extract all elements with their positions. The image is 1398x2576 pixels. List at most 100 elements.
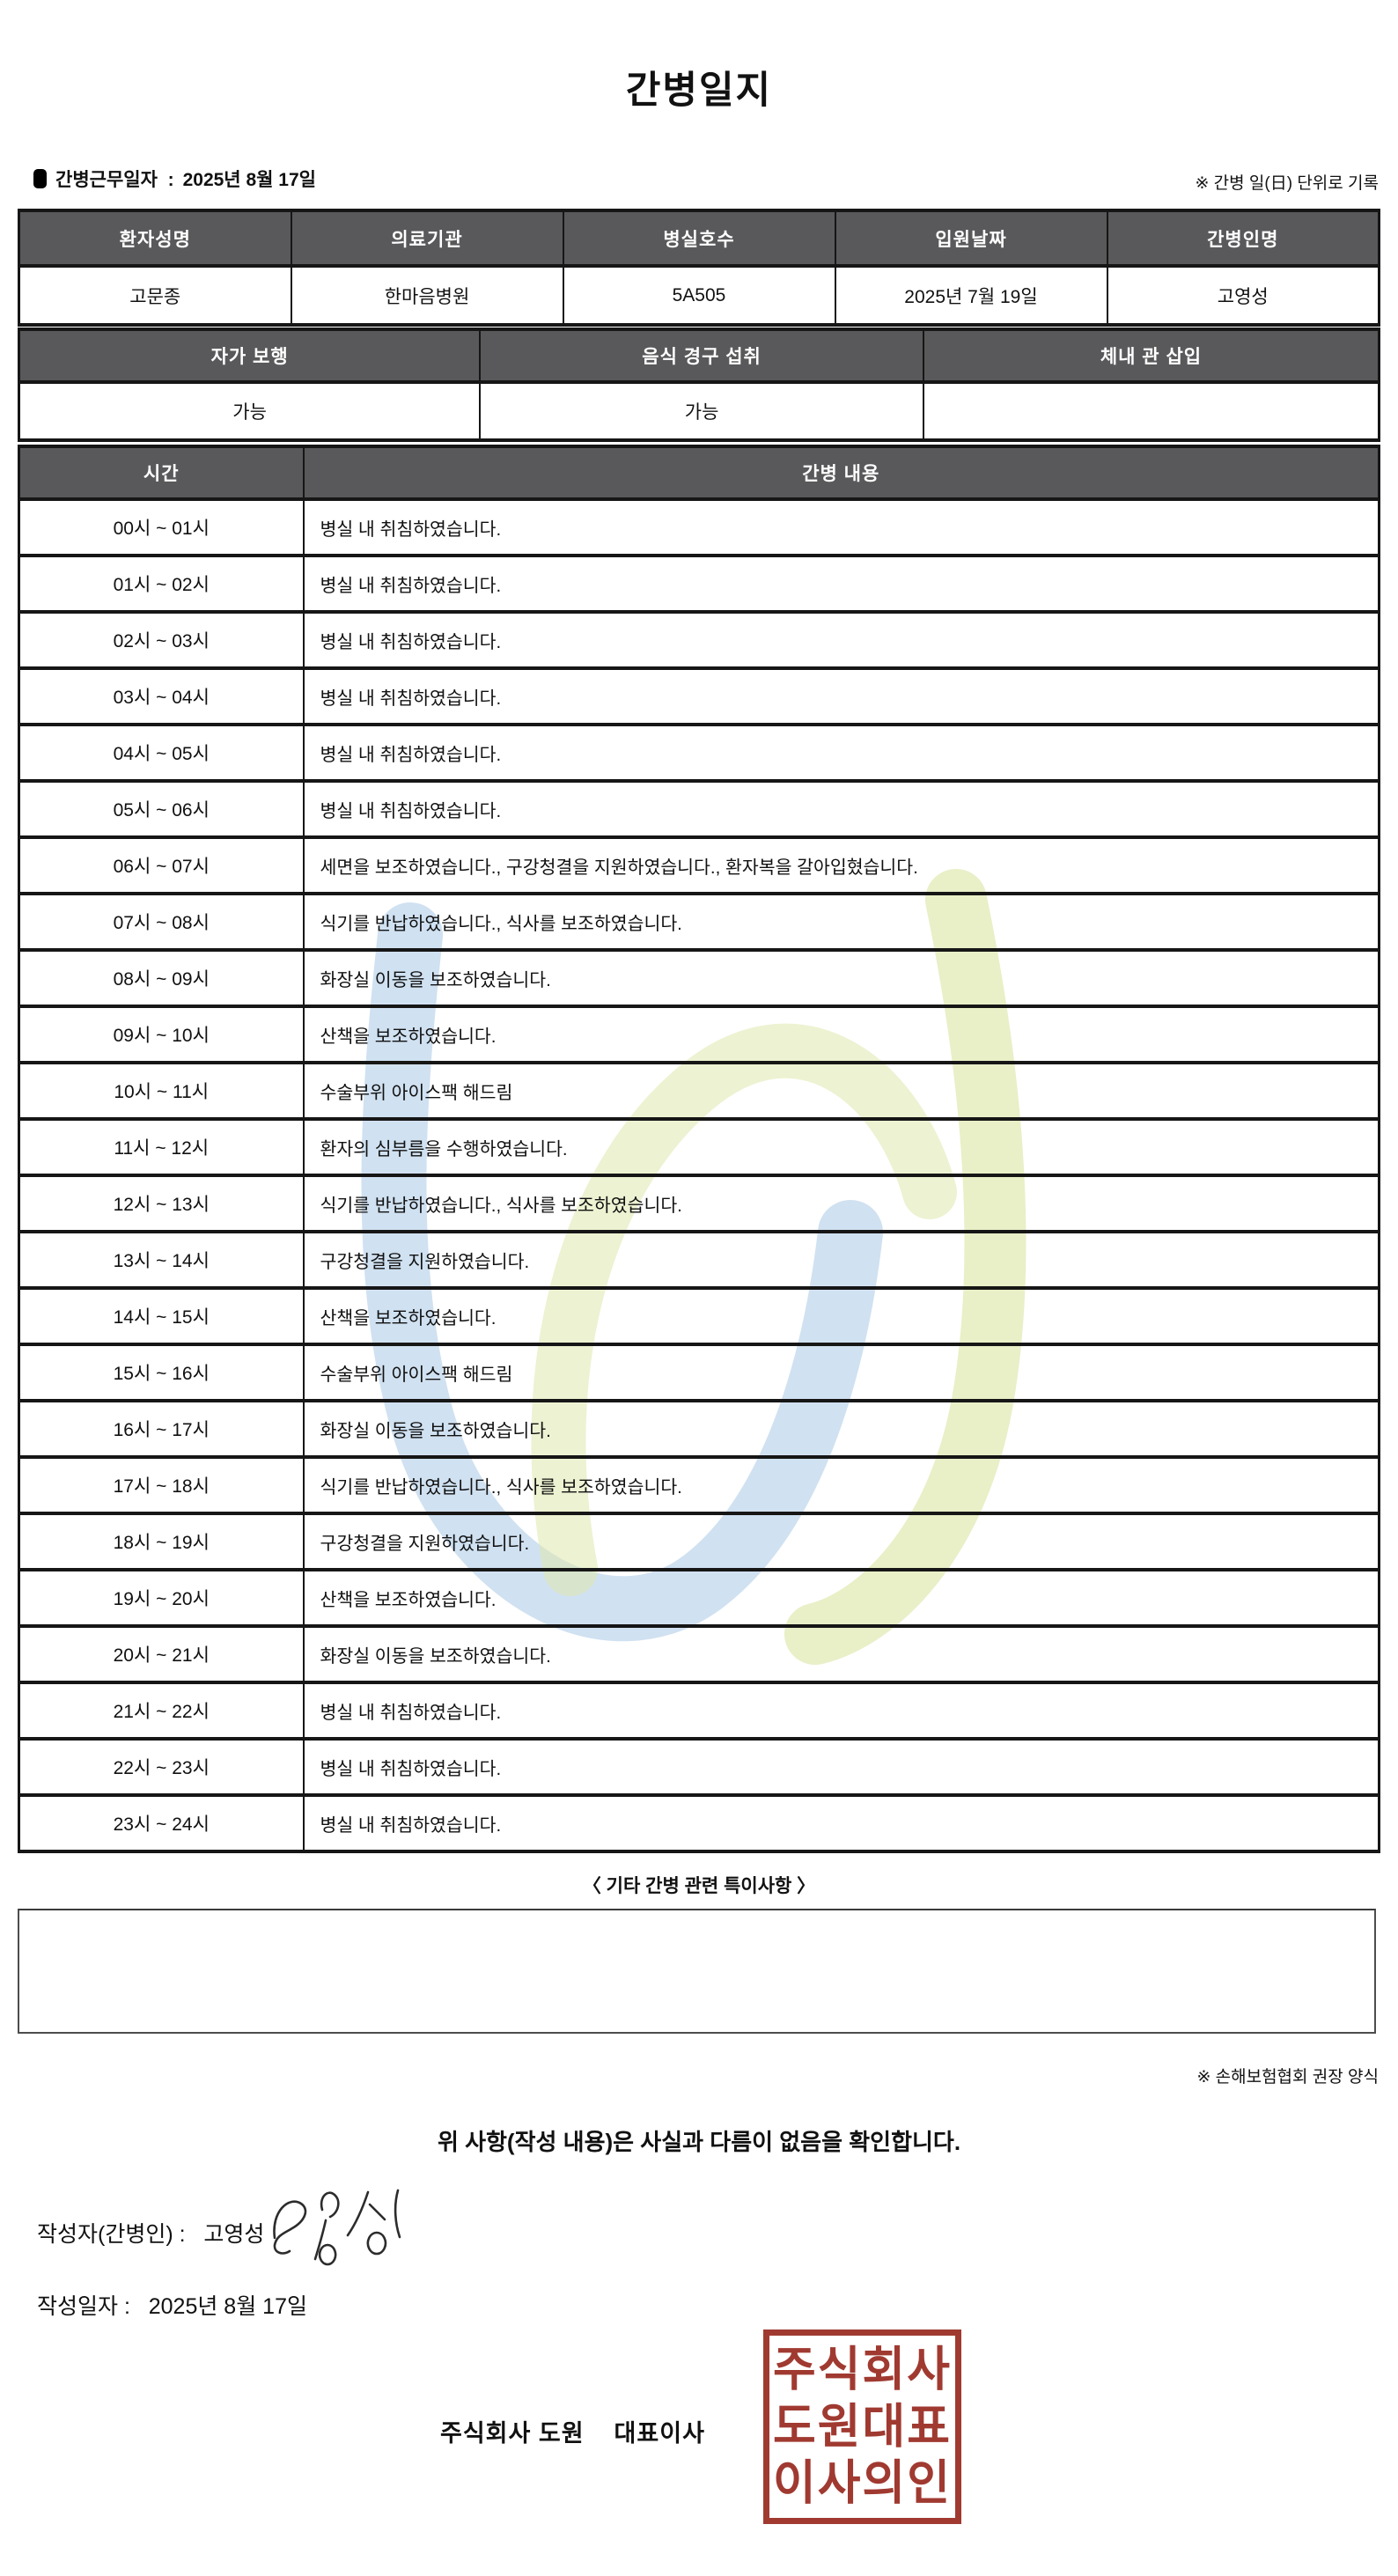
- log-time-cell: 11시 ~ 12시: [18, 1117, 305, 1177]
- writer-label: 작성자(간병인) :: [37, 2222, 186, 2247]
- log-time-cell: 06시 ~ 07시: [18, 835, 305, 895]
- writer-gap: [186, 2222, 204, 2247]
- log-row: 04시 ~ 05시 병실 내 취침하였습니다.: [18, 723, 1380, 783]
- log-row: 09시 ~ 10시 산책을 보조하였습니다.: [18, 1005, 1380, 1064]
- handwritten-signature: [273, 2189, 401, 2266]
- log-time-cell: 22시 ~ 23시: [18, 1737, 305, 1797]
- log-row: 11시 ~ 12시 환자의 심부름을 수행하였습니다.: [18, 1117, 1380, 1177]
- log-content-cell: 화장실 이동을 보조하였습니다.: [302, 1624, 1380, 1684]
- work-date-line: 간병근무일자 : 2025년 8월 17일: [33, 166, 316, 192]
- work-date-value: 2025년 8월 17일: [182, 170, 316, 190]
- log-time-cell: 03시 ~ 04시: [18, 666, 305, 726]
- log-time-cell: 00시 ~ 01시: [18, 497, 305, 557]
- log-time-cell: 04시 ~ 05시: [18, 723, 305, 783]
- date-gap: [130, 2294, 149, 2319]
- log-time-cell: 17시 ~ 18시: [18, 1455, 305, 1515]
- log-row: 13시 ~ 14시 구강청결을 지원하였습니다.: [18, 1230, 1380, 1290]
- log-content-cell: 산책을 보조하였습니다.: [302, 1568, 1380, 1628]
- log-time-cell: 05시 ~ 06시: [18, 779, 305, 839]
- seal-text-row: 이사의인: [772, 2456, 953, 2510]
- page-title: 간병일지: [625, 70, 773, 112]
- info-value-row: 고문종 한마음병원 5A505 2025년 7월 19일 고영성: [18, 264, 1380, 327]
- log-content-cell: 병실 내 취침하였습니다.: [302, 1793, 1380, 1853]
- unit-note: ※ 간병 일(日) 단위로 기록: [1195, 174, 1379, 193]
- log-content-cell: 세면을 보조하였습니다., 구강청결을 지원하였습니다., 환자복을 갈아입혔습…: [302, 835, 1380, 895]
- info-header-cell: 환자성명: [18, 209, 292, 268]
- log-content-cell: 구강청결을 지원하였습니다.: [302, 1230, 1380, 1290]
- info-header-cell: 간병인명: [1106, 209, 1380, 268]
- status-value-cell: 가능: [18, 380, 482, 442]
- status-value-row: 가능 가능: [18, 380, 1380, 442]
- status-header-row: 자가 보행 음식 경구 섭취 체내 관 삽입: [18, 328, 1380, 384]
- log-content-cell: 수술부위 아이스팩 해드림: [302, 1061, 1380, 1121]
- log-time-cell: 01시 ~ 02시: [18, 554, 305, 614]
- log-time-cell: 19시 ~ 20시: [18, 1568, 305, 1628]
- notes-box: [18, 1909, 1376, 2034]
- work-date-label: 간병근무일자 :: [55, 170, 174, 190]
- log-time-cell: 16시 ~ 17시: [18, 1399, 305, 1459]
- log-time-cell: 02시 ~ 03시: [18, 610, 305, 670]
- log-content-cell: 병실 내 취침하였습니다.: [302, 723, 1380, 783]
- written-date-line: 작성일자 : 2025년 8월 17일: [37, 2289, 307, 2321]
- log-time-cell: 15시 ~ 16시: [18, 1343, 305, 1402]
- writer-line: 작성자(간병인) : 고영성: [37, 2217, 264, 2248]
- log-row: 12시 ~ 13시 식기를 반납하였습니다., 식사를 보조하였습니다.: [18, 1174, 1380, 1233]
- log-row: 17시 ~ 18시 식기를 반납하였습니다., 식사를 보조하였습니다.: [18, 1455, 1380, 1515]
- log-row: 08시 ~ 09시 화장실 이동을 보조하였습니다.: [18, 948, 1380, 1008]
- log-row: 05시 ~ 06시 병실 내 취침하였습니다.: [18, 779, 1380, 839]
- confirmation-statement: 위 사항(작성 내용)은 사실과 다름이 없음을 확인합니다.: [437, 2129, 961, 2155]
- log-row: 20시 ~ 21시 화장실 이동을 보조하였습니다.: [18, 1624, 1380, 1684]
- log-time-cell: 23시 ~ 24시: [18, 1793, 305, 1853]
- seal-text-row: 도원대표: [772, 2399, 953, 2454]
- log-time-cell: 21시 ~ 22시: [18, 1681, 305, 1741]
- log-row: 06시 ~ 07시 세면을 보조하였습니다., 구강청결을 지원하였습니다., 환…: [18, 835, 1380, 895]
- writer-name: 고영성: [203, 2222, 265, 2247]
- status-header-cell: 체내 관 삽입: [922, 328, 1380, 384]
- log-content-cell: 병실 내 취침하였습니다.: [302, 779, 1380, 839]
- log-row: 10시 ~ 11시 수술부위 아이스팩 해드림: [18, 1061, 1380, 1121]
- written-date-label: 작성일자 :: [37, 2294, 130, 2319]
- log-row: 18시 ~ 19시 구강청결을 지원하였습니다.: [18, 1512, 1380, 1571]
- seal-text-row: 주식회사: [772, 2343, 953, 2396]
- corporate-seal-stamp: 주식회사 도원대표 이사의인: [763, 2329, 961, 2524]
- log-content-cell: 식기를 반납하였습니다., 식사를 보조하였습니다.: [302, 1174, 1380, 1233]
- info-header-row: 환자성명 의료기관 병실호수 입원날짜 간병인명: [18, 209, 1380, 268]
- info-header-cell: 입원날짜: [834, 209, 1108, 268]
- log-content-cell: 병실 내 취침하였습니다.: [302, 610, 1380, 670]
- log-row: 03시 ~ 04시 병실 내 취침하였습니다.: [18, 666, 1380, 726]
- status-value-cell: [922, 380, 1380, 442]
- log-header-row: 시간 간병 내용: [18, 445, 1380, 501]
- log-content-cell: 화장실 이동을 보조하였습니다.: [302, 948, 1380, 1008]
- log-row: 07시 ~ 08시 식기를 반납하였습니다., 식사를 보조하였습니다.: [18, 892, 1380, 952]
- log-content-cell: 수술부위 아이스팩 해드림: [302, 1343, 1380, 1402]
- square-bullet-icon: [33, 169, 47, 188]
- company-name-line: 주식회사 도원 대표이사: [440, 2420, 705, 2447]
- log-content-cell: 병실 내 취침하였습니다.: [302, 666, 1380, 726]
- status-header-cell: 음식 경구 섭취: [479, 328, 924, 384]
- info-header-cell: 의료기관: [290, 209, 564, 268]
- status-value-cell: 가능: [479, 380, 924, 442]
- log-row: 15시 ~ 16시 수술부위 아이스팩 해드림: [18, 1343, 1380, 1402]
- log-time-cell: 08시 ~ 09시: [18, 948, 305, 1008]
- log-time-cell: 18시 ~ 19시: [18, 1512, 305, 1571]
- log-row: 21시 ~ 22시 병실 내 취침하였습니다.: [18, 1681, 1380, 1741]
- log-time-cell: 12시 ~ 13시: [18, 1174, 305, 1233]
- log-content-cell: 산책을 보조하였습니다.: [302, 1286, 1380, 1346]
- info-value-cell: 2025년 7월 19일: [834, 264, 1108, 327]
- log-content-cell: 병실 내 취침하였습니다.: [302, 1681, 1380, 1741]
- log-row: 14시 ~ 15시 산책을 보조하였습니다.: [18, 1286, 1380, 1346]
- info-value-cell: 5A505: [562, 264, 836, 327]
- log-content-cell: 병실 내 취침하였습니다.: [302, 1737, 1380, 1797]
- patient-info-table: 환자성명 의료기관 병실호수 입원날짜 간병인명 고문종 한마음병원 5A505 2025년 …: [18, 209, 1380, 327]
- log-time-cell: 07시 ~ 08시: [18, 892, 305, 952]
- log-time-cell: 14시 ~ 15시: [18, 1286, 305, 1346]
- log-content-cell: 화장실 이동을 보조하였습니다.: [302, 1399, 1380, 1459]
- log-time-cell: 09시 ~ 10시: [18, 1005, 305, 1064]
- written-date-value: 2025년 8월 17일: [148, 2294, 307, 2319]
- care-log-table: 시간 간병 내용 00시 ~ 01시 병실 내 취침하였습니다. 01시 ~ 02시…: [18, 445, 1380, 1853]
- status-header-cell: 자가 보행: [18, 328, 482, 384]
- log-content-cell: 병실 내 취침하였습니다.: [302, 497, 1380, 557]
- log-header-time: 시간: [18, 445, 305, 501]
- log-content-cell: 산책을 보조하였습니다.: [302, 1005, 1380, 1064]
- log-row: 22시 ~ 23시 병실 내 취침하였습니다.: [18, 1737, 1380, 1797]
